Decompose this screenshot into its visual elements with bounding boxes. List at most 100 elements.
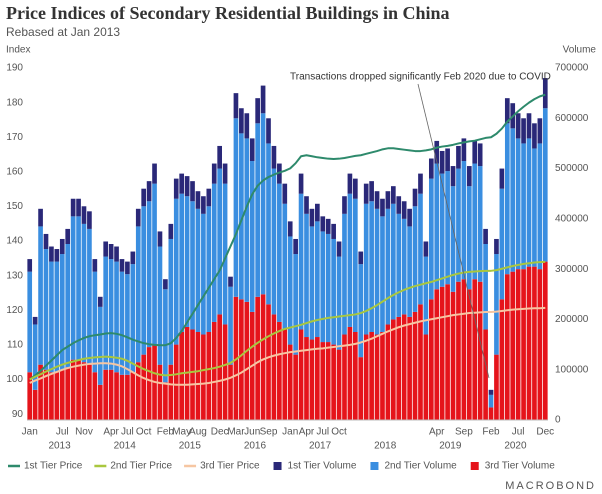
bar <box>309 339 315 420</box>
bar <box>217 168 222 315</box>
bar <box>195 191 201 209</box>
bar <box>108 244 114 260</box>
bar <box>331 223 336 239</box>
bar <box>43 249 49 370</box>
bar <box>320 216 326 232</box>
bar <box>439 150 445 174</box>
bar <box>211 183 217 322</box>
y-tick-label: 110 <box>7 340 23 351</box>
chart-title: Price Indices of Secondary Residential B… <box>6 3 450 23</box>
x-tick-label: Apr <box>103 427 119 438</box>
bar <box>396 196 402 214</box>
bar <box>92 372 98 420</box>
legend-label: 2nd Tier Price <box>110 461 172 472</box>
bar <box>342 213 347 335</box>
bar <box>466 289 472 420</box>
bar <box>260 85 266 114</box>
bar <box>81 362 87 420</box>
bar <box>244 138 250 302</box>
bar <box>108 259 114 370</box>
bar <box>515 113 521 139</box>
x-tick-label: Dec <box>211 427 229 438</box>
bar <box>456 145 461 169</box>
bar <box>336 256 342 350</box>
bar <box>385 208 391 325</box>
bar <box>168 238 174 365</box>
bar <box>222 163 228 184</box>
bar <box>266 118 271 144</box>
bar <box>141 188 147 207</box>
bar <box>141 206 147 355</box>
bar <box>363 334 369 420</box>
bar <box>390 203 396 320</box>
bar <box>108 369 114 420</box>
bar <box>282 183 288 204</box>
bar <box>97 384 103 420</box>
bar <box>255 98 260 124</box>
bar <box>483 244 488 330</box>
bar <box>222 183 228 325</box>
bar <box>401 201 407 219</box>
bar <box>450 186 456 292</box>
bar <box>135 208 141 227</box>
bar <box>532 266 537 420</box>
bar <box>347 173 353 194</box>
bar <box>477 166 483 282</box>
bar <box>59 369 65 420</box>
bar <box>445 148 450 172</box>
bar <box>92 271 98 373</box>
bar <box>293 254 298 355</box>
bar <box>304 196 309 214</box>
x-tick-label: Jul <box>316 427 329 438</box>
bar <box>456 168 461 282</box>
bar <box>336 349 342 420</box>
y2-axis-label: Volume <box>563 45 597 56</box>
bar <box>271 145 277 169</box>
line <box>29 93 546 381</box>
bar <box>342 196 347 214</box>
bar <box>526 113 532 139</box>
legend-swatch <box>273 462 282 470</box>
x-group-label: 2018 <box>374 441 397 452</box>
bar <box>445 171 450 285</box>
y2-tick-label: 600000 <box>555 113 589 124</box>
bar <box>369 201 374 332</box>
bar <box>70 198 76 217</box>
bar <box>184 176 190 197</box>
bar <box>114 246 119 262</box>
bar <box>38 208 43 227</box>
bar <box>179 173 185 194</box>
bar <box>287 236 293 345</box>
x-tick-label: Jul <box>512 427 525 438</box>
bar <box>195 332 201 420</box>
bar <box>461 279 467 420</box>
y2-tick-label: 100000 <box>555 364 589 375</box>
y-tick-label: 150 <box>6 201 23 212</box>
bar <box>504 98 510 124</box>
bar <box>293 238 298 255</box>
bar <box>418 173 423 194</box>
bar <box>152 163 157 184</box>
x-tick-label: Jan <box>282 427 298 438</box>
bar <box>130 251 136 265</box>
bar <box>114 372 119 420</box>
y2-tick-label: 700000 <box>555 63 589 74</box>
bar <box>390 319 396 420</box>
legend-swatch <box>470 462 479 470</box>
x-group-label: 2019 <box>439 441 462 452</box>
lines <box>29 93 546 386</box>
bar <box>92 259 98 272</box>
bar <box>418 304 423 420</box>
bar <box>407 316 412 420</box>
bar <box>331 344 336 420</box>
bar <box>266 143 271 305</box>
bar <box>255 296 260 420</box>
bar <box>472 163 478 280</box>
bar <box>163 279 168 290</box>
x-group-label: 2015 <box>179 441 202 452</box>
bar <box>206 188 212 207</box>
x-tick-label: Feb <box>157 427 175 438</box>
bar <box>537 143 543 270</box>
bar <box>320 231 326 343</box>
bar <box>412 188 418 207</box>
